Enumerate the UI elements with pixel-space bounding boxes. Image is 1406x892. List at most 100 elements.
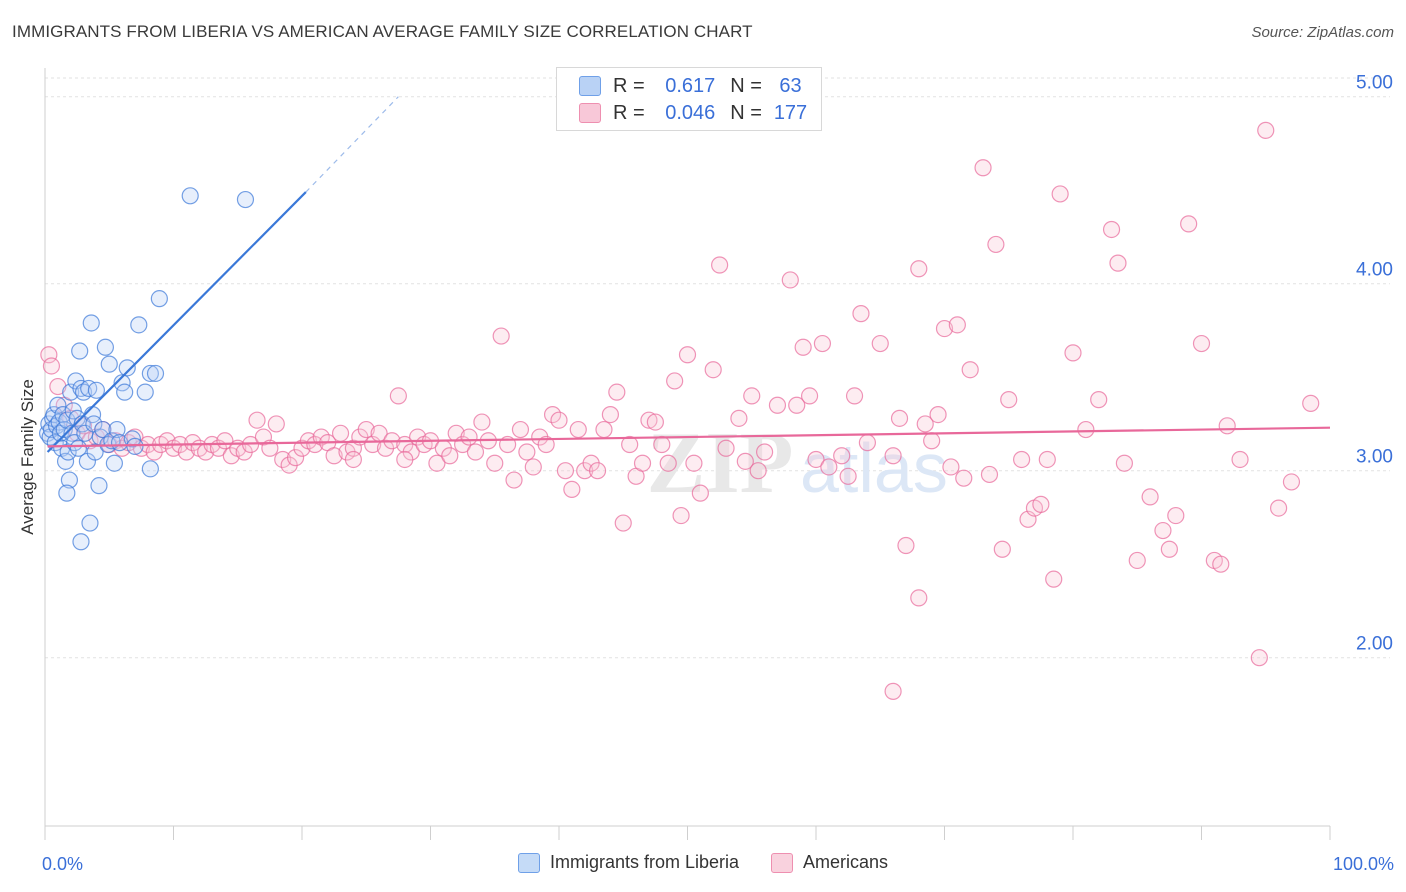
liberia-point: [130, 316, 148, 334]
americans-point: [614, 514, 632, 532]
americans-point: [813, 334, 832, 353]
series-liberia: [38, 187, 255, 551]
americans-point: [781, 271, 799, 289]
americans-point: [942, 458, 960, 476]
americans-point: [40, 346, 58, 364]
americans-point: [1231, 450, 1249, 469]
americans-point: [550, 411, 568, 429]
source-label: Source: ZipAtlas.com: [1251, 24, 1394, 41]
americans-point: [685, 454, 703, 472]
trend-line-liberia: [46, 191, 307, 453]
americans-point: [428, 454, 446, 472]
americans-point: [672, 506, 690, 525]
americans-point: [505, 471, 523, 489]
americans-point: [466, 443, 485, 461]
legend: R = 0.617 N = 63 R = 0.046 N = 177: [556, 67, 822, 131]
americans-point: [1302, 394, 1320, 412]
americans-point: [1051, 185, 1069, 203]
liberia-point: [58, 484, 76, 502]
americans-point: [839, 467, 857, 485]
americans-point: [1077, 420, 1095, 439]
liberia-point: [181, 187, 199, 205]
americans-point: [717, 439, 735, 457]
americans-point: [1128, 551, 1146, 570]
americans-point: [595, 420, 613, 439]
legend-swatch-americans: [579, 103, 601, 123]
y-axis-label: Average Family Size: [18, 379, 37, 535]
trend-line-americans: [47, 426, 1331, 448]
liberia-point: [116, 383, 134, 401]
americans-point: [325, 447, 343, 465]
americans-point: [1064, 344, 1082, 362]
americans-point: [987, 235, 1005, 254]
bottom-legend-item-liberia: Immigrants from Liberia: [517, 852, 740, 873]
americans-point: [492, 327, 510, 345]
americans-point: [858, 434, 877, 452]
americans-point: [267, 415, 285, 433]
liberia-point: [90, 477, 108, 495]
liberia-point: [71, 342, 89, 360]
americans-point: [897, 536, 915, 555]
americans-point: [563, 480, 581, 498]
liberia-point: [105, 454, 123, 472]
axes: [44, 68, 1331, 840]
americans-point: [640, 411, 658, 429]
americans-point: [833, 447, 851, 465]
liberia-point: [59, 443, 77, 461]
liberia-point: [49, 396, 67, 414]
bottom-legend-label: Immigrants from Liberia: [549, 852, 740, 872]
americans-point: [1038, 450, 1056, 469]
americans-point: [884, 447, 902, 465]
americans-point: [852, 305, 870, 323]
americans-point: [588, 462, 607, 480]
liberia-point: [60, 471, 79, 489]
liberia-point: [100, 355, 118, 373]
americans-point: [916, 415, 934, 433]
americans-point: [910, 260, 928, 278]
americans-point: [871, 334, 889, 353]
americans-point: [923, 432, 941, 450]
americans-point: [518, 443, 536, 461]
americans-point: [653, 435, 671, 454]
americans-point: [1045, 570, 1063, 588]
americans-point: [666, 372, 684, 390]
americans-point: [1192, 334, 1211, 353]
americans-point: [556, 462, 575, 480]
legend-row-americans: R = 0.046 N = 177: [579, 101, 814, 125]
liberia-point: [118, 359, 136, 377]
liberia-point: [108, 420, 126, 439]
liberia-point: [146, 364, 165, 383]
liberia-point: [136, 383, 154, 401]
americans-point: [1257, 121, 1275, 139]
americans-point: [711, 256, 729, 274]
americans-point: [569, 420, 587, 439]
americans-point: [441, 447, 459, 465]
americans-point: [608, 383, 626, 401]
americans-point: [511, 420, 530, 439]
bottom-legend-swatch-americans: [771, 852, 794, 873]
americans-point: [993, 540, 1011, 558]
americans-point: [646, 413, 664, 431]
americans-point: [1012, 450, 1031, 469]
x-tick-label-max: 100.0%: [1333, 854, 1394, 874]
americans-point: [1180, 215, 1198, 233]
liberia-point: [72, 533, 90, 551]
legend-n-label: N =: [730, 74, 762, 97]
liberia-point: [141, 364, 159, 383]
americans-point: [286, 449, 305, 467]
americans-point: [890, 409, 909, 427]
legend-r-value: 0.046: [665, 101, 716, 124]
x-tick-labels: 0.0% 100.0%: [42, 854, 1394, 874]
y-tick-label: 3.00: [1356, 447, 1393, 468]
y-tick-label: 2.00: [1356, 634, 1393, 655]
americans-point: [768, 396, 787, 414]
trend-line-liberia-extension: [305, 96, 399, 193]
liberia-point: [69, 439, 88, 457]
liberia-point: [150, 290, 168, 308]
americans-point: [704, 361, 722, 379]
bottom-legend-swatch-liberia: [517, 852, 540, 873]
legend-n-value: 177: [773, 101, 808, 124]
americans-point: [248, 411, 266, 429]
americans-point: [633, 454, 652, 472]
americans-point: [389, 387, 407, 405]
